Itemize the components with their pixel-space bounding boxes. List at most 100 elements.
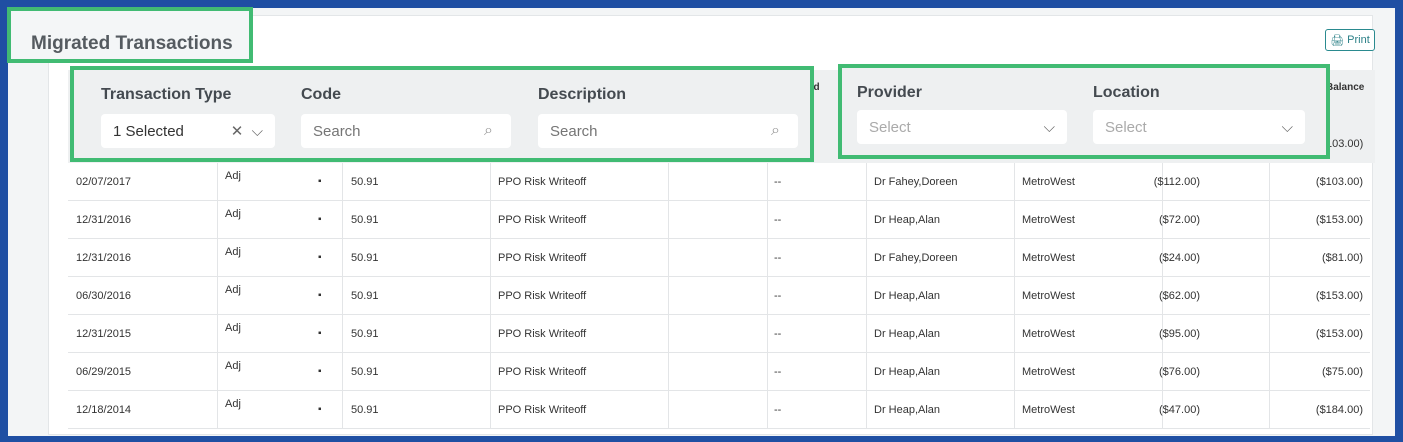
column-divider: [866, 353, 867, 390]
column-divider: [767, 277, 768, 314]
provider-select[interactable]: Select ⌵: [857, 110, 1067, 144]
column-divider: [1014, 201, 1015, 238]
column-divider: [217, 315, 218, 352]
cell-location: MetroWest: [1022, 176, 1075, 188]
cell-type: Adj: [225, 246, 241, 258]
column-divider: [217, 277, 218, 314]
table-row[interactable]: 12/31/2015 Adj 50.91 PPO Risk Writeoff -- Dr …: [68, 315, 1370, 353]
document-icon[interactable]: ▪: [318, 366, 322, 377]
search-icon: ⌕: [771, 122, 780, 139]
column-divider: [1014, 353, 1015, 390]
print-button[interactable]: 🖨 Print: [1325, 29, 1375, 51]
location-placeholder: Select: [1105, 118, 1147, 136]
document-icon[interactable]: ▪: [318, 404, 322, 415]
table-row[interactable]: 06/30/2016 Adj 50.91 PPO Risk Writeoff -- Dr …: [68, 277, 1370, 315]
document-icon[interactable]: ▪: [318, 214, 322, 225]
document-icon[interactable]: ▪: [318, 328, 322, 339]
column-divider: [1162, 391, 1163, 428]
column-divider: [490, 277, 491, 314]
cell-type: Adj: [225, 360, 241, 372]
column-divider: [1269, 163, 1270, 200]
provider-placeholder: Select: [869, 118, 911, 136]
document-icon[interactable]: ▪: [318, 290, 322, 301]
column-divider: [866, 277, 867, 314]
document-icon[interactable]: ▪: [318, 176, 322, 187]
column-divider: [1269, 315, 1270, 352]
transaction-type-select[interactable]: 1 Selected ✕ ⌵: [101, 114, 275, 148]
printer-icon: 🖨: [1330, 34, 1345, 47]
cell-code: 50.91: [351, 404, 379, 416]
column-divider: [668, 163, 669, 200]
cell-date: 06/29/2015: [76, 366, 132, 378]
transaction-type-label: Transaction Type: [101, 86, 232, 103]
cell-type: Adj: [225, 170, 241, 182]
cell-type: Adj: [225, 322, 241, 334]
table-row[interactable]: 12/31/2016 Adj 50.91 PPO Risk Writeoff -- Dr …: [68, 239, 1370, 277]
column-divider: [866, 201, 867, 238]
column-divider: [866, 163, 867, 200]
column-divider: [217, 353, 218, 390]
table-row[interactable]: 06/29/2015 Adj 50.91 PPO Risk Writeoff -- Dr …: [68, 353, 1370, 391]
cell-dash: --: [774, 252, 782, 264]
column-divider: [1014, 239, 1015, 276]
cell-desc: PPO Risk Writeoff: [498, 328, 587, 340]
cell-code: 50.91: [351, 176, 379, 188]
cell-balance: ($153.00): [1315, 214, 1363, 226]
column-divider: [342, 163, 343, 200]
cell-date: 12/31/2016: [76, 214, 132, 226]
description-search-input[interactable]: [538, 114, 798, 148]
cell-type: Adj: [225, 208, 241, 220]
column-divider: [1269, 353, 1270, 390]
column-divider: [342, 353, 343, 390]
column-divider: [342, 277, 343, 314]
header-balance: Balance: [1326, 82, 1365, 93]
cell-location: MetroWest: [1022, 404, 1075, 416]
column-divider: [1269, 239, 1270, 276]
cell-amount: ($47.00): [1159, 404, 1200, 416]
column-divider: [668, 391, 669, 428]
column-divider: [1269, 391, 1270, 428]
column-divider: [668, 201, 669, 238]
column-divider: [767, 315, 768, 352]
cell-dash: --: [774, 366, 782, 378]
cell-dash: --: [774, 214, 782, 226]
cell-dash: --: [774, 404, 782, 416]
column-divider: [1014, 277, 1015, 314]
cell-code: 50.91: [351, 214, 379, 226]
cell-desc: PPO Risk Writeoff: [498, 290, 587, 302]
cell-amount: ($72.00): [1159, 214, 1200, 226]
cell-desc: PPO Risk Writeoff: [498, 252, 587, 264]
document-icon[interactable]: ▪: [318, 252, 322, 263]
cell-code: 50.91: [351, 328, 379, 340]
column-divider: [767, 391, 768, 428]
table-row[interactable]: 12/18/2014 Adj 50.91 PPO Risk Writeoff -- Dr …: [68, 391, 1370, 429]
column-divider: [1014, 163, 1015, 200]
cell-amount: ($62.00): [1159, 290, 1200, 302]
table-row[interactable]: 02/07/2017 Adj 50.91 PPO Risk Writeoff -- Dr …: [68, 163, 1370, 201]
cell-dash: --: [774, 328, 782, 340]
cell-amount: ($95.00): [1159, 328, 1200, 340]
column-divider: [1162, 163, 1163, 200]
column-divider: [668, 239, 669, 276]
cell-date: 12/31/2015: [76, 328, 132, 340]
column-divider: [668, 353, 669, 390]
code-search-input[interactable]: [301, 114, 511, 148]
location-select[interactable]: Select ⌵: [1093, 110, 1305, 144]
clear-chevron-icons[interactable]: ✕ ⌵: [230, 123, 263, 140]
column-divider: [767, 353, 768, 390]
cell-location: MetroWest: [1022, 290, 1075, 302]
column-divider: [1162, 239, 1163, 276]
description-label: Description: [538, 86, 627, 103]
cell-code: 50.91: [351, 366, 379, 378]
cell-type: Adj: [225, 284, 241, 296]
cell-provider: Dr Heap,Alan: [874, 366, 941, 378]
table-row[interactable]: 12/31/2016 Adj 50.91 PPO Risk Writeoff -- Dr …: [68, 201, 1370, 239]
cell-desc: PPO Risk Writeoff: [498, 404, 587, 416]
cell-provider: Dr Fahey,Doreen: [874, 176, 958, 188]
column-divider: [1162, 315, 1163, 352]
column-divider: [767, 163, 768, 200]
search-icon: ⌕: [484, 122, 493, 139]
column-divider: [866, 239, 867, 276]
column-divider: [217, 163, 218, 200]
column-divider: [1269, 277, 1270, 314]
